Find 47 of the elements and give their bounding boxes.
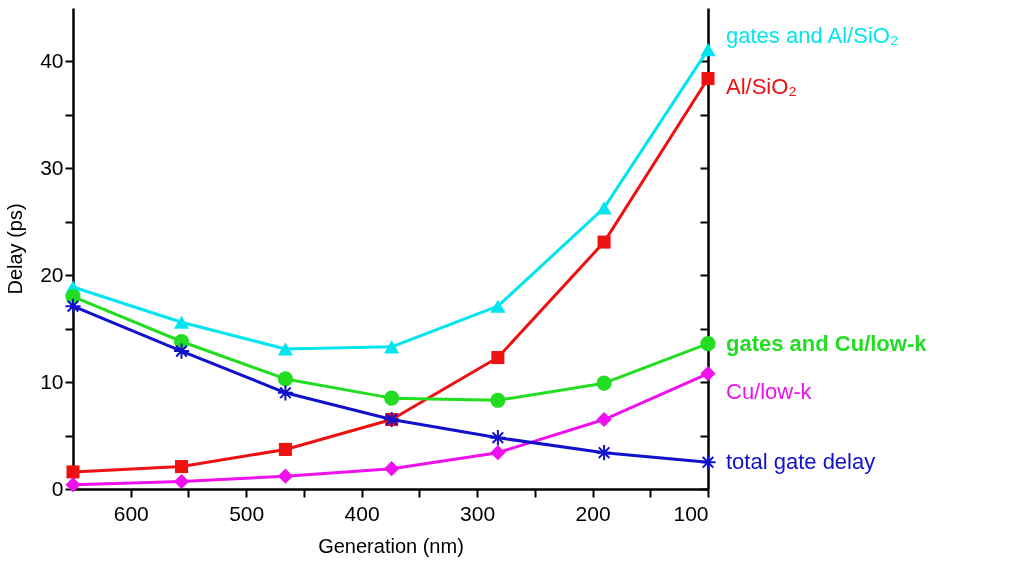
point	[277, 342, 294, 356]
x-tick-label: 600	[113, 501, 149, 525]
point	[172, 342, 191, 360]
point	[596, 201, 612, 215]
point	[700, 336, 716, 352]
point	[699, 453, 717, 471]
point	[596, 411, 612, 428]
series-label: gates and Al/SiO₂	[726, 22, 899, 48]
series-label: gates and Cu/low-k	[726, 330, 928, 356]
x-tick-label: 300	[460, 501, 496, 525]
point	[597, 235, 611, 249]
y-tick-label: 20	[40, 262, 64, 286]
point	[490, 392, 506, 408]
point	[490, 299, 506, 313]
point	[173, 473, 190, 490]
point	[66, 465, 80, 479]
point	[595, 444, 613, 462]
point	[491, 351, 505, 365]
series-label: total gate delay	[726, 449, 876, 475]
y-tick-label: 40	[40, 48, 64, 72]
point	[276, 384, 295, 402]
point	[701, 72, 715, 86]
series-label: Al/SiO₂	[726, 73, 797, 99]
point	[64, 297, 82, 315]
x-tick-label: 100	[673, 501, 709, 525]
y-tick-label: 10	[40, 369, 64, 393]
x-tick-label: 200	[575, 501, 611, 525]
point	[489, 429, 507, 447]
point	[384, 390, 400, 406]
x-tick-label: 400	[344, 501, 380, 525]
point	[700, 43, 716, 57]
point	[173, 315, 190, 329]
point	[700, 365, 716, 382]
y-tick-label: 0	[51, 476, 64, 500]
x-tick-label: 500	[229, 501, 265, 525]
point	[384, 340, 400, 354]
point	[277, 468, 294, 484]
point	[277, 371, 294, 387]
point	[596, 375, 612, 391]
y-axis-title: Delay (ps)	[4, 203, 27, 295]
series-label: Cu/low-k	[726, 378, 813, 404]
point	[384, 461, 400, 477]
point	[490, 445, 506, 461]
y-tick-label: 30	[40, 155, 64, 179]
x-axis-title: Generation (nm)	[318, 534, 464, 557]
point	[175, 460, 189, 474]
point	[278, 442, 292, 456]
